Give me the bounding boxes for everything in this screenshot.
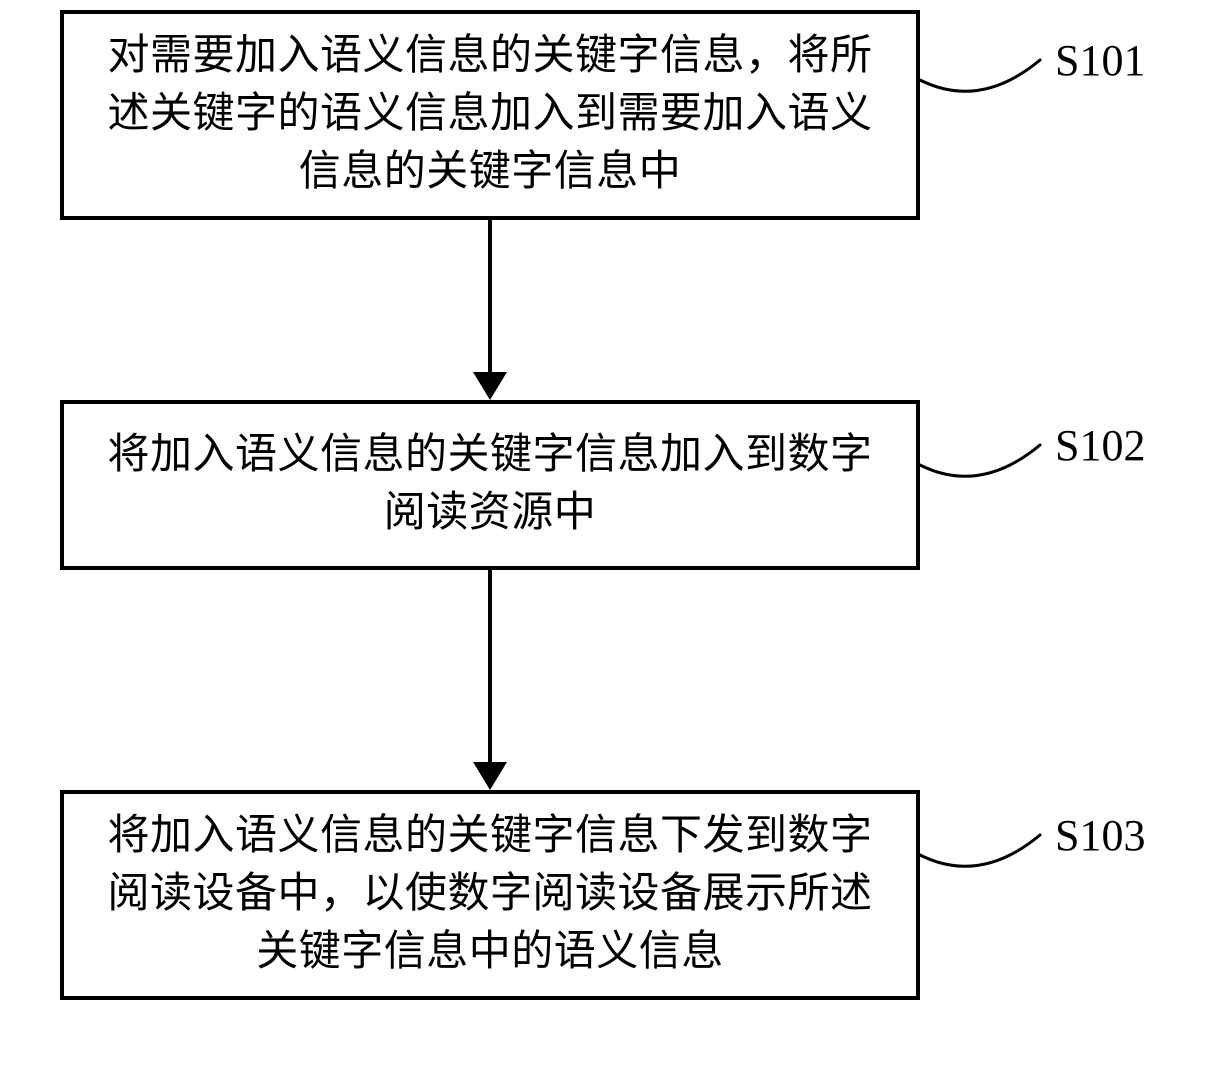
flow-node-n1: 对需要加入语义信息的关键字信息，将所 述关键字的语义信息加入到需要加入语义 信息…	[60, 10, 920, 220]
flow-node-text: 将加入语义信息的关键字信息加入到数字 阅读资源中	[107, 427, 872, 543]
leader-line	[910, 795, 1050, 895]
flow-arrow	[456, 220, 524, 400]
flow-node-n3: 将加入语义信息的关键字信息下发到数字 阅读设备中，以使数字阅读设备展示所述 关键…	[60, 790, 920, 1000]
leader-line	[910, 20, 1050, 120]
step-label-n1: S101	[1055, 35, 1145, 86]
flow-arrow	[456, 570, 524, 790]
step-label-n3: S103	[1055, 810, 1145, 861]
flowchart-canvas: 对需要加入语义信息的关键字信息，将所 述关键字的语义信息加入到需要加入语义 信息…	[0, 0, 1205, 1087]
flow-node-text: 将加入语义信息的关键字信息下发到数字 阅读设备中，以使数字阅读设备展示所述 关键…	[107, 808, 872, 982]
flow-node-n2: 将加入语义信息的关键字信息加入到数字 阅读资源中	[60, 400, 920, 570]
flow-node-text: 对需要加入语义信息的关键字信息，将所 述关键字的语义信息加入到需要加入语义 信息…	[107, 28, 872, 202]
leader-line	[910, 405, 1050, 505]
step-label-n2: S102	[1055, 420, 1145, 471]
